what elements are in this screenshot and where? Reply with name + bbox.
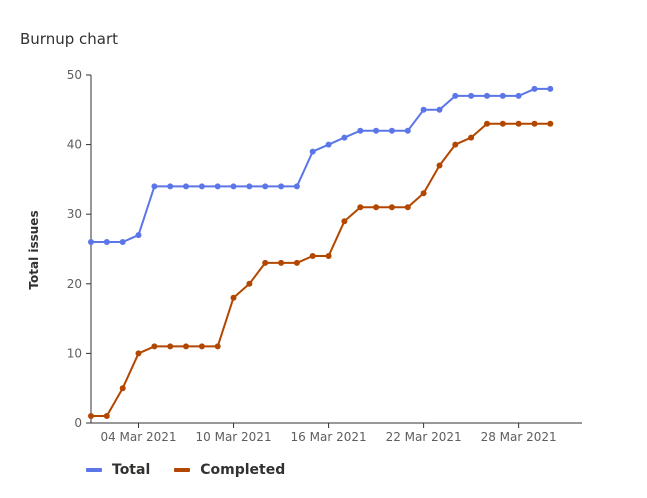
data-point-total [167,183,174,190]
data-point-completed [547,120,554,127]
data-point-completed [230,294,237,301]
data-point-completed [103,413,110,419]
data-point-completed [420,190,427,197]
legend-label-total: Total [112,462,151,478]
legend-item-completed[interactable]: Completed [174,462,285,478]
data-point-completed [309,253,316,259]
data-point-total [373,127,380,134]
y-axis-label: Total issues [27,210,41,289]
data-point-completed [214,343,221,350]
x-tick-label: 16 Mar 2021 [291,430,367,444]
data-point-total [484,92,490,99]
x-tick-label: 10 Mar 2021 [196,430,272,444]
data-point-total [515,92,522,99]
data-point-completed [468,134,475,141]
data-point-total [341,134,348,141]
data-point-total [230,183,237,190]
data-point-completed [151,343,158,350]
data-point-total [278,183,285,190]
data-point-total [404,127,411,134]
series-line-completed [91,122,551,417]
data-point-completed [499,120,506,127]
data-point-total [135,232,142,239]
data-point-completed [404,204,411,211]
legend-item-total[interactable]: Total [86,462,150,478]
chart-legend: Total Completed [86,462,285,478]
data-point-completed [135,350,142,357]
x-tick-label: 04 Mar 2021 [100,430,176,444]
data-point-total [420,106,427,113]
data-point-total [103,239,110,245]
data-point-total [452,92,459,99]
y-tick-label: 30 [67,207,82,221]
data-point-total [151,183,158,190]
data-point-completed [484,120,490,127]
y-tick-label: 40 [67,138,82,152]
data-point-completed [515,120,522,127]
data-point-completed [246,280,253,287]
data-point-completed [436,162,443,169]
x-tick-label: 28 Mar 2021 [481,430,557,444]
data-point-completed [373,204,380,211]
data-point-completed [341,218,348,225]
chart-series [88,85,554,419]
data-point-total [88,239,94,245]
data-point-total [183,183,189,190]
data-point-completed [167,343,174,350]
data-point-completed [88,413,94,419]
data-point-total [262,183,269,190]
data-point-total [119,239,126,245]
data-point-completed [293,259,300,266]
y-tick-label: 10 [67,346,82,360]
data-point-total [325,141,332,148]
data-point-completed [278,259,285,266]
data-point-total [436,106,443,113]
data-point-total [309,148,316,155]
y-tick-label: 0 [74,416,82,430]
y-tick-label: 20 [67,277,82,291]
data-point-total [531,85,538,92]
data-point-completed [198,343,205,350]
data-point-completed [183,343,189,350]
data-point-total [357,127,364,134]
data-point-total [293,183,300,190]
data-point-total [468,92,475,99]
data-point-total [198,183,205,190]
series-line-total [91,87,551,243]
data-point-completed [262,259,269,266]
data-point-completed [119,385,126,392]
data-point-total [499,92,506,99]
data-point-total [388,127,395,134]
y-tick-label: 50 [67,68,82,82]
legend-swatch-completed [174,468,191,472]
data-point-total [547,85,554,92]
data-point-total [246,183,253,190]
data-point-completed [452,141,459,148]
data-point-total [214,183,221,190]
data-point-completed [388,204,395,211]
legend-swatch-total [86,468,102,472]
legend-label-completed: Completed [200,462,286,478]
chart-title: Burnup chart [20,30,118,48]
data-point-completed [357,204,364,211]
x-tick-label: 22 Mar 2021 [386,430,462,444]
data-point-completed [531,120,538,127]
chart-axes: 0 10 20 30 40 50 04 Mar 2021 10 Mar 2021 16 Mar … [27,68,582,444]
data-point-completed [325,253,332,259]
